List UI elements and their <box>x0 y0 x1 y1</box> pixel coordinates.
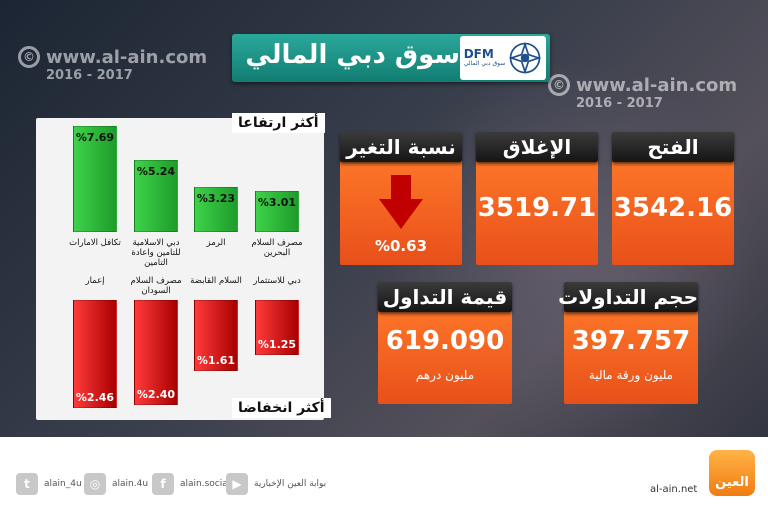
gainer-name: تكافل الامارات <box>69 238 121 248</box>
loser-value: %1.25 <box>257 338 297 351</box>
open-label: الفتح <box>612 132 734 162</box>
alain-logo-text: العين <box>715 475 749 490</box>
gainers-label: أكثر ارتفاعا <box>232 113 325 133</box>
copyright-icon: © <box>18 46 40 68</box>
facebook-handle: alain.social <box>180 479 231 489</box>
gainer-name: دبي الاسلامية للتامين واعادة التامين <box>131 238 181 268</box>
loser-value: %2.46 <box>75 391 115 404</box>
close-label: الإغلاق <box>476 132 598 162</box>
twitter-link[interactable]: t alain_4u <box>16 473 82 495</box>
instagram-link[interactable]: ◎ alain.4u <box>84 473 148 495</box>
gainer-bar: %7.69 <box>73 126 117 232</box>
instagram-handle: alain.4u <box>112 479 149 489</box>
watermark-years: 2016 - 2017 <box>576 96 663 111</box>
instagram-icon: ◎ <box>84 473 106 495</box>
loser-name: السلام القابضة <box>190 276 242 286</box>
gainer-bar: %3.23 <box>194 187 238 232</box>
volume-label: حجم التداولات <box>558 282 698 312</box>
loser-value: %1.61 <box>196 354 236 367</box>
loser-bar: %2.40 <box>134 300 178 405</box>
footer: t alain_4u ◎ alain.4u f alain.social ▶ ب… <box>0 437 768 510</box>
trade-value-label: قيمة التداول <box>378 282 512 312</box>
gainer-value: %3.01 <box>257 196 297 209</box>
watermark-years: 2016 - 2017 <box>46 68 133 83</box>
loser-bar: %1.25 <box>255 300 299 355</box>
gainer-value: %7.69 <box>75 131 115 144</box>
losers-label: أكثر انخفاضا <box>232 398 331 418</box>
dfm-logo-sub: سوق دبي المالي <box>463 60 506 67</box>
twitter-handle: alain_4u <box>44 479 82 489</box>
site-url[interactable]: al-ain.net <box>650 484 698 495</box>
dfm-logo: DFM سوق دبي المالي <box>460 36 546 80</box>
gainer-name: الرمز <box>206 238 226 248</box>
change-box: %0.63 <box>340 147 462 265</box>
volume-box: 397.757 مليون ورقة مالية <box>564 296 698 404</box>
volume-value: 397.757 <box>571 326 691 356</box>
loser-value: %2.40 <box>136 388 176 401</box>
copyright-icon: © <box>548 74 570 96</box>
trade-value: 619.090 <box>385 326 505 356</box>
trade-value-box: 619.090 مليون درهم <box>378 296 512 404</box>
alain-logo: العين <box>709 450 755 496</box>
watermark-url: www.al-ain.com <box>576 74 738 96</box>
watermark-url: www.al-ain.com <box>46 46 208 68</box>
watermark-left: © www.al-ain.com 2016 - 2017 <box>18 46 207 83</box>
gainer-value: %3.23 <box>196 192 236 205</box>
gainer-bar: %3.01 <box>255 191 299 232</box>
loser-bar: %2.46 <box>73 300 117 408</box>
change-value: %0.63 <box>374 237 428 255</box>
twitter-icon: t <box>16 473 38 495</box>
volume-unit: مليون ورقة مالية <box>588 368 674 382</box>
facebook-icon: f <box>152 473 174 495</box>
gainer-name: مصرف السلام البحرين <box>251 238 303 258</box>
change-label: نسبة التغير <box>340 132 462 162</box>
loser-name: إعمار <box>85 276 105 286</box>
down-arrow-icon <box>379 175 423 229</box>
open-value: 3542.16 <box>613 193 733 223</box>
youtube-handle: بوابة العين الإخبارية <box>254 479 327 489</box>
title-bar: سوق دبي المالي DFM سوق دبي المالي <box>232 34 550 82</box>
close-value: 3519.71 <box>477 193 597 223</box>
loser-name: دبي للاستثمار <box>253 276 301 286</box>
youtube-icon: ▶ <box>226 473 248 495</box>
trade-value-unit: مليون درهم <box>415 368 475 382</box>
loser-bar: %1.61 <box>194 300 238 371</box>
close-box: 3519.71 <box>476 147 598 265</box>
watermark-right: © www.al-ain.com 2016 - 2017 <box>548 74 737 111</box>
youtube-link[interactable]: ▶ بوابة العين الإخبارية <box>226 473 326 495</box>
open-box: 3542.16 <box>612 147 734 265</box>
facebook-link[interactable]: f alain.social <box>152 473 230 495</box>
page-title: سوق دبي المالي <box>245 40 460 70</box>
loser-name: مصرف السلام السودان <box>130 276 182 296</box>
dfm-emblem-icon <box>508 41 542 75</box>
gainer-value: %5.24 <box>136 165 176 178</box>
gainer-bar: %5.24 <box>134 160 178 232</box>
dfm-logo-abbr: DFM <box>463 47 494 61</box>
